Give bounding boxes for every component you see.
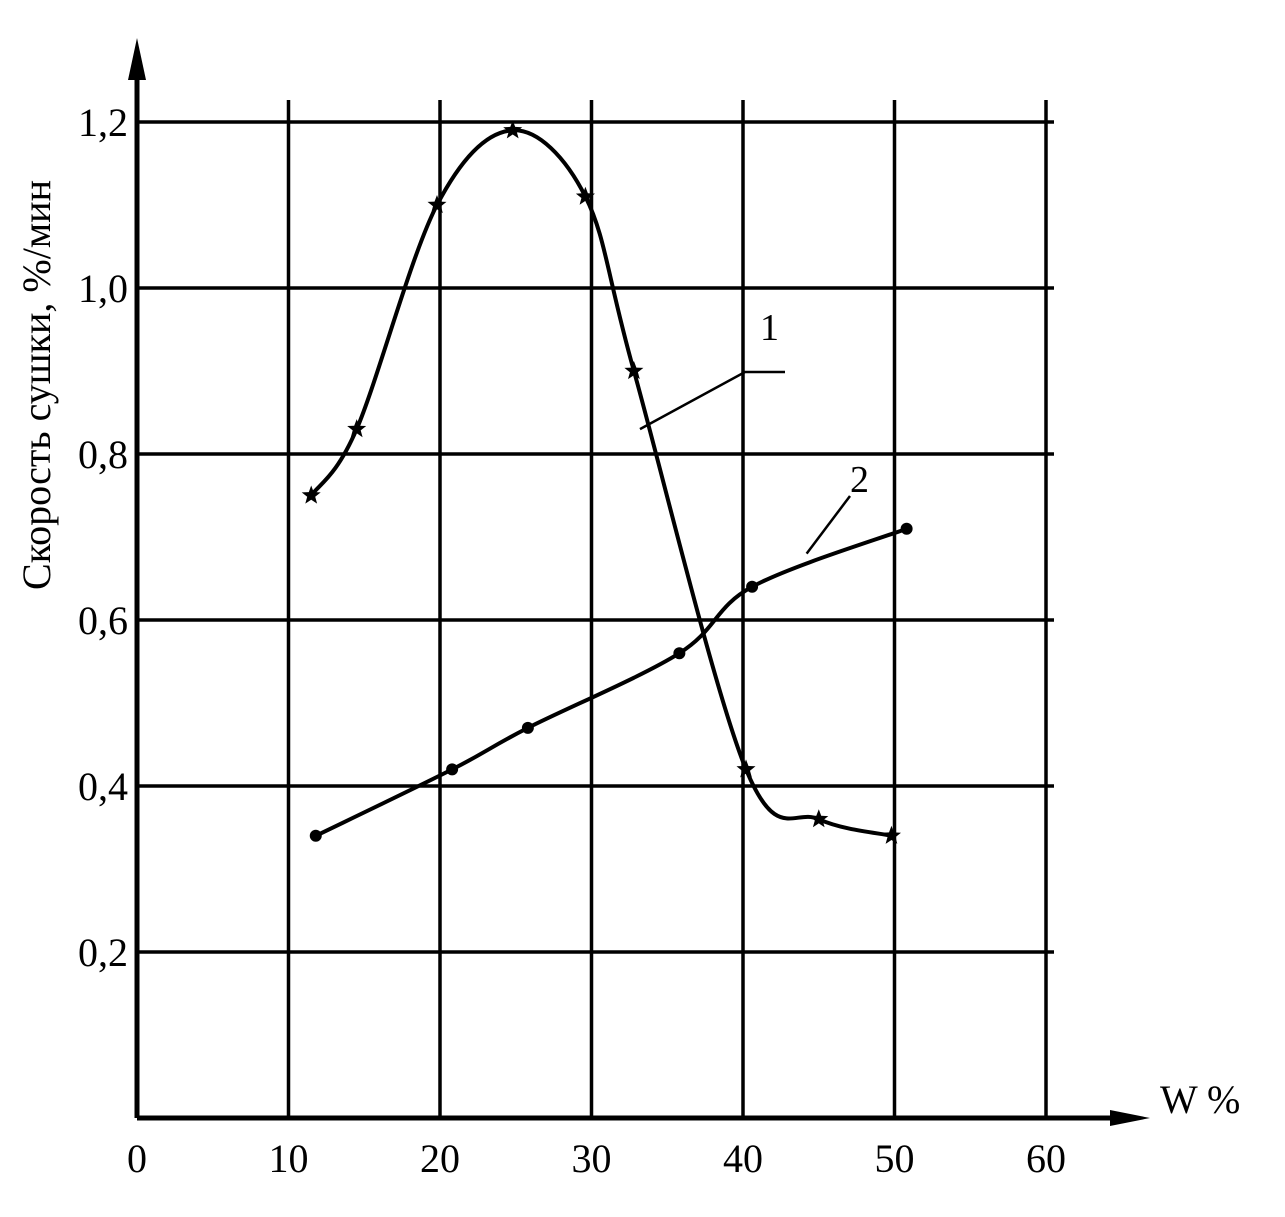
series-2-point-5 [900, 522, 913, 535]
series-2-point-0 [309, 829, 322, 842]
y-tick-label-0,6: 0,6 [78, 598, 128, 643]
series-1 [301, 120, 901, 844]
y-tick-label-0,2: 0,2 [78, 930, 128, 975]
series-2-line [314, 526, 908, 838]
x-tick-label-50: 50 [875, 1136, 915, 1181]
y-tick-label-1,0: 1,0 [78, 266, 128, 311]
curve-labels: 12 [639, 307, 869, 555]
x-tick-label-40: 40 [723, 1136, 763, 1181]
series-1-point-5 [624, 361, 644, 380]
series-1-point-8 [882, 825, 901, 844]
axes [128, 38, 1150, 1126]
series-2-label: 2 [850, 459, 869, 501]
series-1-point-1 [347, 419, 367, 438]
x-axis-title: W % [1160, 1077, 1240, 1122]
series [301, 120, 913, 844]
series-2-point-4 [746, 580, 759, 593]
x-tick-label-0: 0 [127, 1136, 147, 1181]
y-axis-title: Скорость сушки, %/мин [14, 180, 59, 590]
series-2-point-3 [673, 647, 686, 660]
series-2 [309, 522, 913, 842]
series-1-point-2 [427, 195, 447, 214]
grid [137, 100, 1054, 1118]
x-tick-label-30: 30 [572, 1136, 612, 1181]
x-tick-label-10: 10 [269, 1136, 309, 1181]
y-tick-label-1,2: 1,2 [78, 100, 128, 145]
series-1-point-3 [503, 120, 523, 139]
series-1-point-7 [809, 809, 829, 828]
series-1-label: 1 [760, 307, 779, 349]
y-tick-label-0,4: 0,4 [78, 764, 128, 809]
tick-labels: 0 10 20 30 40 50 60 0,2 0,4 0,6 0,8 1,0 1,2 [78, 100, 1066, 1181]
y-axis-arrow [128, 38, 146, 80]
y-tick-label-0,8: 0,8 [78, 432, 128, 477]
series-2-leader-line [805, 495, 851, 555]
x-tick-label-60: 60 [1026, 1136, 1066, 1181]
series-1-line [309, 128, 892, 838]
series-2-point-2 [521, 721, 534, 734]
x-tick-label-20: 20 [420, 1136, 460, 1181]
series-1-point-6 [736, 759, 756, 778]
x-axis-arrow [1110, 1110, 1150, 1126]
series-1-leader-line [639, 370, 785, 431]
series-2-point-1 [446, 763, 459, 776]
series-1-point-0 [301, 485, 321, 504]
series-1-point-4 [575, 186, 595, 205]
